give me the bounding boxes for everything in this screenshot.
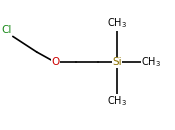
Text: CH$_3$: CH$_3$ [141,56,161,69]
Text: CH$_3$: CH$_3$ [107,95,127,108]
Text: Si: Si [112,57,122,67]
Text: CH$_3$: CH$_3$ [107,17,127,30]
Text: O: O [51,57,60,67]
Text: Cl: Cl [2,25,12,35]
